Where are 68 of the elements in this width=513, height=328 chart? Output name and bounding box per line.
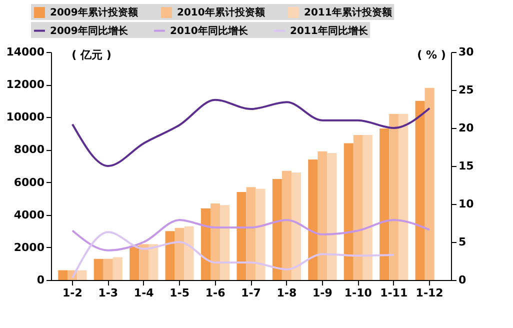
y-tick-label: 14000 (6, 46, 45, 58)
line-series (71, 98, 431, 167)
bar (318, 151, 328, 280)
y-tick-label: 4000 (14, 208, 45, 222)
bar (148, 244, 158, 280)
bar (103, 258, 113, 280)
bar (210, 203, 220, 280)
bar (174, 228, 184, 280)
bar (77, 270, 87, 280)
x-tick-label: 1-8 (276, 286, 297, 300)
y-axis-title: ( 亿元 ) (72, 48, 112, 62)
bar (201, 208, 211, 280)
bar (389, 114, 399, 280)
bar (380, 128, 390, 280)
bar (112, 257, 122, 280)
y2-axis-title: ( % ) (417, 48, 446, 62)
x-tick-label: 1-3 (98, 286, 118, 300)
y2-tick-label: 5 (458, 236, 466, 248)
bar (291, 172, 301, 280)
x-tick-label: 1-2 (62, 286, 82, 300)
legend-label: 2010年同比增长 (170, 24, 249, 37)
x-tick-label: 1-6 (205, 286, 226, 300)
y-tick-label: 10000 (6, 110, 45, 124)
bar (58, 270, 68, 280)
bar (415, 100, 425, 280)
y-tick-label: 12000 (6, 78, 45, 92)
y-tick-label: 8000 (14, 143, 45, 156)
legend-label: 2009年同比增长 (50, 24, 129, 37)
bar (165, 231, 175, 280)
legend-label: 2011年同比增长 (290, 24, 369, 37)
bar (94, 258, 104, 280)
bar (353, 135, 363, 280)
legend-label: 2009年累计投资额 (50, 6, 139, 19)
bar (398, 114, 408, 280)
y-tick-label: 6000 (14, 176, 45, 189)
y2-tick-label: 15 (458, 160, 474, 172)
x-tick-label: 1-4 (134, 286, 154, 300)
x-tick-label: 1-7 (241, 286, 261, 300)
bar (246, 187, 256, 280)
bar (184, 226, 194, 280)
legend-label: 2010年累计投资额 (177, 6, 266, 19)
y2-tick-label: 25 (458, 84, 474, 96)
x-tick-label: 1-12 (416, 286, 444, 300)
y2-tick-label: 10 (458, 198, 474, 210)
bar (130, 246, 140, 280)
bar (362, 135, 372, 280)
bar (139, 244, 149, 280)
y-tick-label: 0 (36, 274, 45, 286)
x-tick-label: 1-5 (170, 286, 190, 300)
line-series (71, 231, 395, 279)
x-tick-label: 1-10 (344, 286, 372, 300)
legend-label: 2011年累计投资额 (304, 6, 393, 19)
line-series (71, 218, 431, 252)
bar (220, 205, 230, 280)
x-tick-label: 1-11 (380, 286, 408, 300)
bar (236, 192, 246, 280)
bar (272, 179, 282, 280)
bar (256, 188, 266, 280)
bar (308, 159, 318, 280)
x-tick-label: 1-9 (312, 286, 332, 300)
bar (282, 170, 292, 280)
bar (424, 88, 434, 280)
bar (344, 143, 354, 280)
y2-tick-label: 20 (458, 122, 474, 134)
bar (327, 152, 337, 280)
y2-tick-label: 30 (458, 46, 474, 58)
y2-tick-label: 0 (458, 274, 466, 286)
y-tick-label: 2000 (14, 240, 45, 254)
